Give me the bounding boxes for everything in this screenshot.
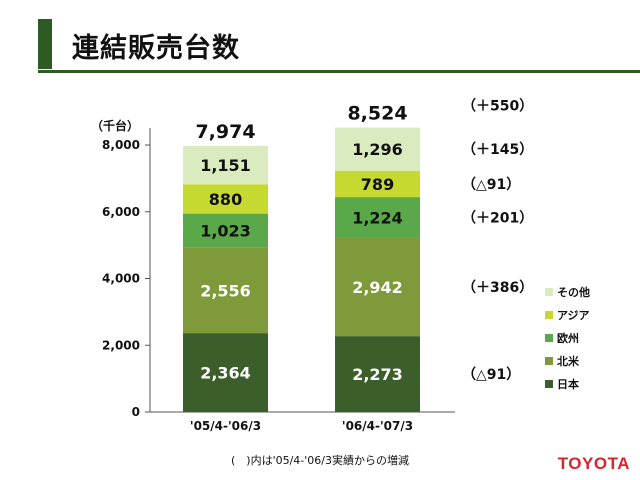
title-bar: 連結販売台数 bbox=[0, 0, 640, 73]
total-label: 7,974 bbox=[195, 121, 255, 143]
change-annotation: （＋386） bbox=[462, 280, 533, 296]
change-annotation: （△91） bbox=[462, 367, 520, 383]
bar-segment bbox=[335, 197, 420, 238]
title-accent-bar bbox=[38, 19, 52, 69]
bar-segment bbox=[183, 333, 268, 412]
bar-segment bbox=[335, 336, 420, 412]
data-label: 1,224 bbox=[352, 209, 403, 228]
data-label: 1,023 bbox=[200, 222, 251, 241]
y-axis-unit-label: （千台） bbox=[91, 118, 139, 133]
legend-swatch bbox=[545, 311, 553, 319]
footnote: ( )内は'05/4-'06/3実績からの増減 bbox=[230, 454, 409, 467]
bar-segment bbox=[183, 184, 268, 214]
data-label: 2,942 bbox=[352, 278, 403, 297]
legend-label: 日本 bbox=[557, 377, 579, 391]
legend-label: アジア bbox=[557, 309, 590, 322]
legend-label: 北米 bbox=[557, 354, 580, 368]
change-annotation: （＋550） bbox=[462, 99, 533, 115]
bar-segment bbox=[335, 127, 420, 171]
bar-segment bbox=[335, 237, 420, 337]
legend-swatch bbox=[545, 380, 553, 388]
x-tick-label: '05/4-'06/3 bbox=[190, 419, 261, 433]
y-tick-label: 6,000 bbox=[102, 205, 140, 219]
data-label: 2,273 bbox=[352, 365, 403, 384]
toyota-logo: TOYOTA bbox=[557, 454, 630, 473]
y-tick-label: 0 bbox=[132, 405, 140, 419]
legend-label: 欧州 bbox=[557, 331, 579, 345]
bar-segment bbox=[183, 247, 268, 334]
legend-label: その他 bbox=[557, 285, 590, 299]
data-label: 1,296 bbox=[352, 140, 403, 159]
change-annotation: （△91） bbox=[462, 177, 520, 193]
x-tick-label: '06/4-'07/3 bbox=[342, 419, 413, 433]
change-annotation: （＋201） bbox=[462, 211, 533, 227]
y-tick-label: 8,000 bbox=[102, 138, 140, 152]
bar-segment bbox=[183, 213, 268, 248]
data-label: 2,364 bbox=[200, 364, 251, 383]
data-label: 1,151 bbox=[200, 156, 251, 175]
page-title: 連結販売台数 bbox=[72, 33, 240, 64]
title-underline bbox=[38, 70, 640, 73]
change-annotation: （＋145） bbox=[462, 142, 533, 158]
legend-swatch bbox=[545, 288, 553, 296]
legend-swatch bbox=[545, 357, 553, 365]
data-label: 789 bbox=[361, 175, 394, 194]
data-label: 2,556 bbox=[200, 281, 251, 300]
bar-segment bbox=[183, 145, 268, 185]
y-tick-label: 4,000 bbox=[102, 272, 140, 286]
legend-swatch bbox=[545, 334, 553, 342]
total-label: 8,524 bbox=[347, 103, 407, 125]
bar-segment bbox=[335, 170, 420, 198]
data-label: 880 bbox=[209, 190, 242, 209]
y-tick-label: 2,000 bbox=[102, 338, 140, 352]
